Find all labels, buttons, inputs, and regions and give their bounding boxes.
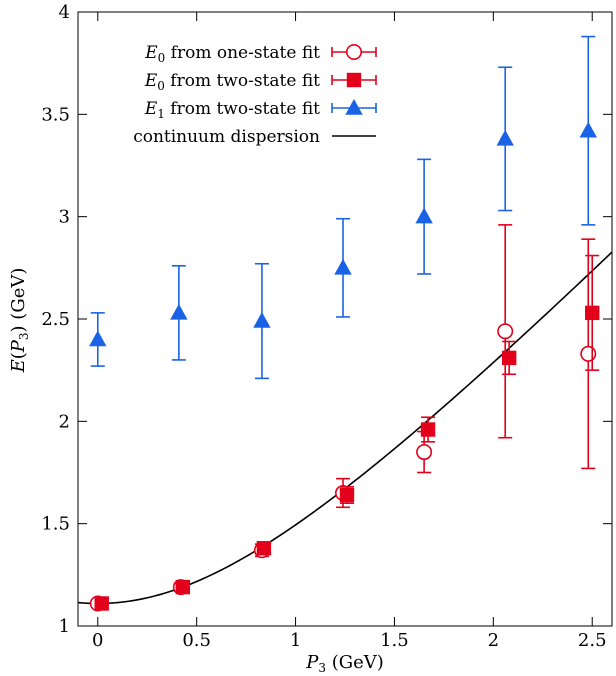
legend-label-4: continuum dispersion — [133, 127, 320, 147]
plot-frame — [77, 11, 613, 627]
y-tick-label: 1 — [59, 616, 70, 637]
legend-key-2 — [331, 72, 377, 88]
data-point — [256, 541, 272, 556]
y-tick-label: 1.5 — [41, 514, 70, 535]
y-tick-label: 4 — [59, 2, 70, 23]
data-point — [420, 416, 436, 443]
filled-square-marker — [175, 579, 191, 595]
data-point — [416, 430, 433, 474]
x-tick-label: 0 — [92, 630, 103, 651]
open-circle-marker — [416, 444, 433, 461]
x-tick-label: 1.5 — [380, 630, 409, 651]
legend-label-2: E0 from two-state fit — [144, 71, 320, 93]
data-point — [89, 312, 107, 367]
data-point — [253, 262, 271, 380]
filled-triangle-marker — [334, 258, 352, 275]
data-point — [415, 158, 433, 275]
filled-square-marker — [256, 541, 272, 556]
dispersion-curve — [77, 251, 613, 605]
filled-triangle-marker — [170, 303, 188, 320]
open-circle-marker — [580, 345, 597, 362]
filled-triangle-marker — [496, 129, 514, 146]
filled-square-marker — [346, 72, 362, 88]
legend-label-1: E0 from one-state fit — [144, 43, 320, 65]
data-point — [94, 596, 109, 611]
x-tick-label: 1 — [290, 630, 301, 651]
legend-key-3 — [331, 99, 377, 115]
data-point — [585, 254, 600, 371]
x-tick-label: 2 — [488, 630, 499, 651]
legend: E0 from one-state fit E0 from two-state f… — [133, 43, 377, 147]
dispersion-curve-layer — [77, 251, 613, 605]
filled-square-marker — [585, 305, 600, 321]
data-point — [496, 66, 514, 212]
x-axis-label: P3 (GeV) — [305, 652, 384, 675]
y-tick-label: 3.5 — [41, 104, 70, 125]
y-tick-label: 2 — [59, 411, 70, 432]
series-3 — [89, 35, 597, 380]
y-tick-label: 3 — [59, 207, 70, 228]
data-point — [170, 264, 188, 361]
data-point — [580, 238, 597, 470]
data-point — [497, 224, 514, 439]
x-tick-label: 0.5 — [182, 630, 211, 651]
filled-triangle-marker — [89, 330, 107, 347]
open-circle-marker — [497, 323, 514, 340]
open-circle-marker — [345, 43, 362, 60]
data-point — [334, 217, 352, 318]
data-marks — [89, 35, 600, 612]
data-point — [339, 486, 355, 505]
filled-triangle-marker — [345, 99, 363, 115]
filled-square-marker — [339, 487, 355, 503]
filled-triangle-marker — [415, 207, 433, 224]
data-point — [579, 35, 597, 226]
legend-label-3: E1 from two-state fit — [144, 99, 320, 121]
data-point — [501, 340, 517, 376]
filled-triangle-marker — [579, 121, 597, 138]
ticks: 0 0.5 1 1.5 2 2.5 1 1.5 2 2.5 3 3.5 4 — [41, 2, 612, 651]
y-axis-label: E(P3) (GeV) — [8, 268, 31, 374]
y-tick-label: 2.5 — [41, 309, 70, 330]
filled-square-marker — [94, 596, 109, 611]
filled-square-marker — [501, 350, 517, 366]
legend-key-1 — [331, 43, 377, 60]
filled-triangle-marker — [253, 312, 271, 328]
filled-square-marker — [420, 422, 436, 437]
x-tick-label: 2.5 — [578, 630, 607, 651]
series-2 — [94, 254, 600, 611]
data-point — [175, 579, 191, 595]
